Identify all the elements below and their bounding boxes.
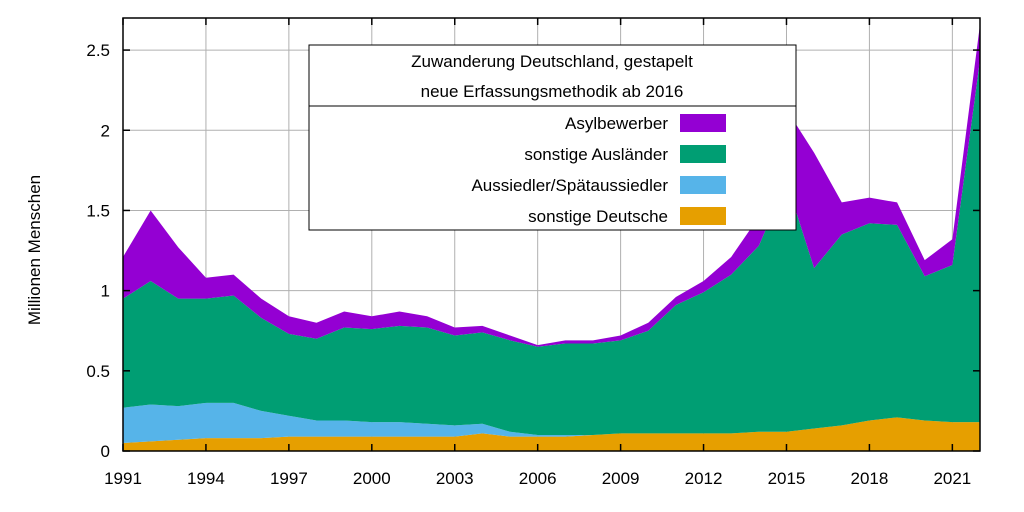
y-tick-label: 2.5 <box>86 41 110 60</box>
axis-ticks: 1991 1994 1997 2000 2003 2006 2009 2012 2015 2018… <box>86 18 980 488</box>
legend-swatch <box>680 176 726 194</box>
legend-label: sonstige Deutsche <box>528 207 668 226</box>
legend-label: sonstige Ausländer <box>524 145 668 164</box>
legend-swatch <box>680 114 726 132</box>
x-tick-label: 2021 <box>933 469 971 488</box>
stacked-areas <box>123 24 980 451</box>
legend-title-line-2: neue Erfassungsmethodik ab 2016 <box>421 82 684 101</box>
legend-box <box>308 44 797 231</box>
y-tick-label: 0.5 <box>86 362 110 381</box>
area-series-3 <box>123 24 980 347</box>
area-series-1 <box>123 402 980 443</box>
x-tick-label: 1991 <box>104 469 142 488</box>
x-tick-label: 2018 <box>851 469 889 488</box>
legend-swatch <box>680 207 726 225</box>
legend-label: Aussiedler/Spätaussiedler <box>471 176 668 195</box>
y-tick-label: 2 <box>101 121 110 140</box>
legend-label: Asylbewerber <box>565 114 668 133</box>
x-tick-label: 2006 <box>519 469 557 488</box>
legend: Zuwanderung Deutschland, gestapelt neue … <box>308 44 797 231</box>
x-tick-label: 1997 <box>270 469 308 488</box>
x-tick-label: 2009 <box>602 469 640 488</box>
y-tick-label: 0 <box>101 442 110 461</box>
area-series-0 <box>123 417 980 451</box>
x-tick-label: 2003 <box>436 469 474 488</box>
y-tick-label: 1 <box>101 282 110 301</box>
x-tick-label: 2000 <box>353 469 391 488</box>
legend-title-line-1: Zuwanderung Deutschland, gestapelt <box>411 52 693 71</box>
area-series-2 <box>123 59 980 435</box>
x-tick-label: 2012 <box>685 469 723 488</box>
legend-swatch <box>680 145 726 163</box>
x-tick-label: 1994 <box>187 469 225 488</box>
y-axis-label: Millionen Menschen <box>25 175 44 325</box>
plot-frame <box>122 17 981 452</box>
y-tick-label: 1.5 <box>86 201 110 220</box>
x-tick-label: 2015 <box>768 469 806 488</box>
legend-entries: Asylbewerber sonstige Ausländer Aussiedler… <box>471 114 726 226</box>
